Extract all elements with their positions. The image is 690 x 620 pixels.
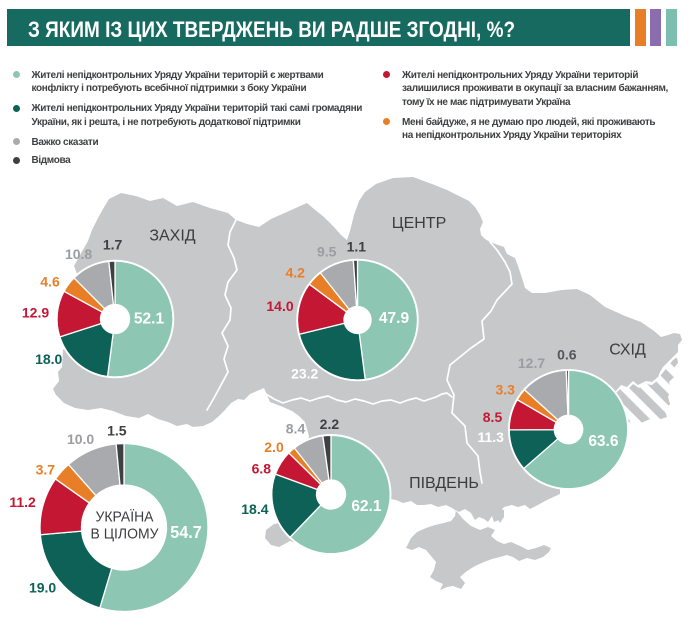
svg-text:УКРАЇНА: УКРАЇНА xyxy=(96,509,155,526)
svg-text:3.3: 3.3 xyxy=(495,381,515,397)
svg-text:18.4: 18.4 xyxy=(241,501,268,517)
svg-text:В ЦІЛОМУ: В ЦІЛОМУ xyxy=(91,526,159,543)
svg-text:11.3: 11.3 xyxy=(477,429,504,445)
svg-text:47.9: 47.9 xyxy=(379,310,410,327)
svg-text:23.2: 23.2 xyxy=(291,366,318,382)
svg-text:14.0: 14.0 xyxy=(266,298,293,314)
svg-text:11.2: 11.2 xyxy=(9,494,36,510)
svg-text:8.5: 8.5 xyxy=(483,409,503,425)
svg-text:ЦЕНТР: ЦЕНТР xyxy=(392,215,447,232)
svg-text:2.0: 2.0 xyxy=(264,439,284,455)
svg-text:СХІД: СХІД xyxy=(609,341,646,358)
svg-text:63.6: 63.6 xyxy=(588,433,619,450)
svg-text:9.5: 9.5 xyxy=(317,243,337,259)
svg-text:1.7: 1.7 xyxy=(103,237,123,253)
svg-text:12.7: 12.7 xyxy=(518,355,545,371)
svg-text:1.1: 1.1 xyxy=(347,239,367,255)
svg-text:54.7: 54.7 xyxy=(170,522,202,542)
svg-text:ЗАХІД: ЗАХІД xyxy=(149,228,195,245)
svg-text:8.4: 8.4 xyxy=(286,420,306,436)
svg-text:19.0: 19.0 xyxy=(29,579,56,595)
svg-text:4.2: 4.2 xyxy=(285,265,305,281)
svg-text:12.9: 12.9 xyxy=(22,305,49,321)
svg-text:3.7: 3.7 xyxy=(36,462,56,478)
svg-text:1.5: 1.5 xyxy=(107,423,127,439)
svg-text:10.8: 10.8 xyxy=(65,246,92,262)
svg-text:4.6: 4.6 xyxy=(40,273,60,289)
svg-text:0.6: 0.6 xyxy=(557,346,577,362)
svg-text:18.0: 18.0 xyxy=(35,351,62,367)
svg-text:10.0: 10.0 xyxy=(67,431,94,447)
svg-text:52.1: 52.1 xyxy=(134,310,165,327)
svg-text:ПІВДЕНЬ: ПІВДЕНЬ xyxy=(409,475,479,492)
svg-text:62.1: 62.1 xyxy=(351,498,382,515)
svg-text:6.8: 6.8 xyxy=(252,460,272,476)
svg-text:2.2: 2.2 xyxy=(320,416,340,432)
